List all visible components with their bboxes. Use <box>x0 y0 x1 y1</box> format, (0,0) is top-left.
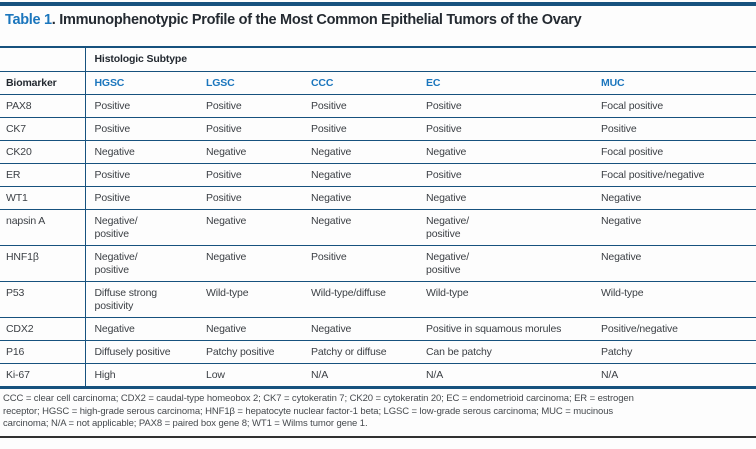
value-cell: High <box>94 369 116 381</box>
biomarker-cell: CK20 <box>0 140 86 164</box>
table-row: CK7 Positive Positive Positive Positive Posit… <box>0 117 756 141</box>
table-title: Table 1. Immunophenotypic Profile of the… <box>5 12 752 28</box>
biomarker-cell: HNF1β <box>0 245 86 282</box>
value-cell: Negative <box>592 245 756 282</box>
biomarker-cell: P53 <box>0 281 86 318</box>
histologic-subtype-header: Histologic Subtype <box>85 47 756 72</box>
biomarker-cell: Ki-67 <box>0 363 86 388</box>
value-cell: Positive in squamous morules <box>417 317 592 341</box>
value-cell: Wild-type/diffuse <box>302 281 417 318</box>
value-cell: Negative <box>302 209 417 246</box>
value-cell: Diffusely positive <box>85 340 197 364</box>
value-cell: Negative <box>197 317 302 341</box>
value-cell: Negative <box>302 163 417 187</box>
value-cell: Positive <box>85 186 197 210</box>
value-cell: Diffuse strong positivity <box>85 281 197 318</box>
value-cell: Positive <box>197 117 302 141</box>
value-cell: Negative/ positive <box>417 209 592 246</box>
biomarker-cell: WT1 <box>0 186 86 210</box>
table-row: WT1 Positive Positive Negative Negative Negat… <box>0 186 756 210</box>
footnote-abbreviations: CCC = clear cell carcinoma; CDX2 = cauda… <box>3 393 634 429</box>
subtype-column-header: CCC <box>302 71 417 95</box>
value-cell: N/A <box>426 369 444 381</box>
value-cell: Positive <box>85 117 197 141</box>
value-cell: Positive <box>85 94 197 118</box>
value-cell: Negative <box>302 186 417 210</box>
biomarker-cell: PAX8 <box>0 94 86 118</box>
value-cell: N/A <box>601 369 619 381</box>
biomarker-cell: CK7 <box>0 117 86 141</box>
table-row: CK20 Negative Negative Negative Negative Foca… <box>0 140 756 164</box>
value-cell: Negative <box>197 140 302 164</box>
biomarker-cell: ER <box>0 163 86 187</box>
bottom-rule <box>0 436 756 438</box>
subtype-column-header: MUC <box>592 71 756 95</box>
value-cell: Negative <box>592 186 756 210</box>
table-row: napsin A Negative/ positive Negative Negati… <box>0 209 756 246</box>
value-cell: Positive <box>417 94 592 118</box>
value-cell: Wild-type <box>592 281 756 318</box>
value-cell: N/A <box>311 369 329 381</box>
table-row: P16 Diffusely positive Patchy positive Patc… <box>0 340 756 364</box>
biomarker-column-header: Biomarker <box>0 71 86 95</box>
value-cell: Positive/negative <box>592 317 756 341</box>
value-cell: Can be patchy <box>417 340 592 364</box>
corner-cell <box>0 47 86 72</box>
top-rule <box>0 2 756 6</box>
table-row: PAX8 Positive Positive Positive Positive Foca… <box>0 94 756 118</box>
table-number-label: Table 1 <box>5 12 52 28</box>
value-cell: Positive <box>302 94 417 118</box>
value-cell: Positive <box>302 245 417 282</box>
value-cell: Positive <box>417 117 592 141</box>
value-cell: Negative <box>302 317 417 341</box>
table-row: P53 Diffuse strong positivity Wild-type Wil… <box>0 281 756 318</box>
biomarker-cell: napsin A <box>0 209 86 246</box>
value-cell: Patchy positive <box>197 340 302 364</box>
value-cell: Negative/ positive <box>85 209 197 246</box>
column-header-row: Biomarker HGSC LGSC CCC EC MUC <box>0 71 756 95</box>
value-cell: Positive <box>592 117 756 141</box>
biomarker-cell: P16 <box>0 340 86 364</box>
value-cell: Patchy <box>592 340 756 364</box>
value-cell: Positive <box>417 163 592 187</box>
value-cell: Negative <box>302 140 417 164</box>
group-header-row: Histologic Subtype <box>0 47 756 72</box>
table-row: ER Positive Positive Negative Positive Focal … <box>0 163 756 187</box>
value-cell: Wild-type <box>417 281 592 318</box>
value-cell: Negative <box>197 209 302 246</box>
value-cell: Positive <box>85 163 197 187</box>
table-row: CDX2 Negative Negative Negative Positive in … <box>0 317 756 341</box>
value-cell: Focal positive/negative <box>592 163 756 187</box>
value-cell: Negative <box>417 186 592 210</box>
value-cell: Positive <box>302 117 417 141</box>
biomarker-cell: CDX2 <box>0 317 86 341</box>
value-cell: Patchy or diffuse <box>302 340 417 364</box>
value-cell: Negative <box>417 140 592 164</box>
value-cell: Negative/ positive <box>417 245 592 282</box>
table-row: Ki-67 High Low N/A N/A N/A <box>0 363 756 388</box>
immunophenotype-table: Histologic Subtype Biomarker HGSC LGSC CCC E… <box>0 46 756 389</box>
value-cell: Positive <box>197 94 302 118</box>
value-cell: Focal positive <box>592 140 756 164</box>
value-cell: Negative <box>197 245 302 282</box>
value-cell: Focal positive <box>592 94 756 118</box>
value-cell: Wild-type <box>197 281 302 318</box>
table-title-text: . Immunophenotypic Profile of the Most C… <box>51 12 582 28</box>
value-cell: Negative <box>85 317 197 341</box>
value-cell: Low <box>206 369 225 381</box>
subtype-column-header: HGSC <box>85 71 197 95</box>
table-row: HNF1β Negative/ positive Negative Positive N… <box>0 245 756 282</box>
value-cell: Negative <box>85 140 197 164</box>
value-cell: Positive <box>197 163 302 187</box>
subtype-column-header: EC <box>417 71 592 95</box>
value-cell: Negative/ positive <box>85 245 197 282</box>
subtype-column-header: LGSC <box>197 71 302 95</box>
value-cell: Negative <box>592 209 756 246</box>
value-cell: Positive <box>197 186 302 210</box>
